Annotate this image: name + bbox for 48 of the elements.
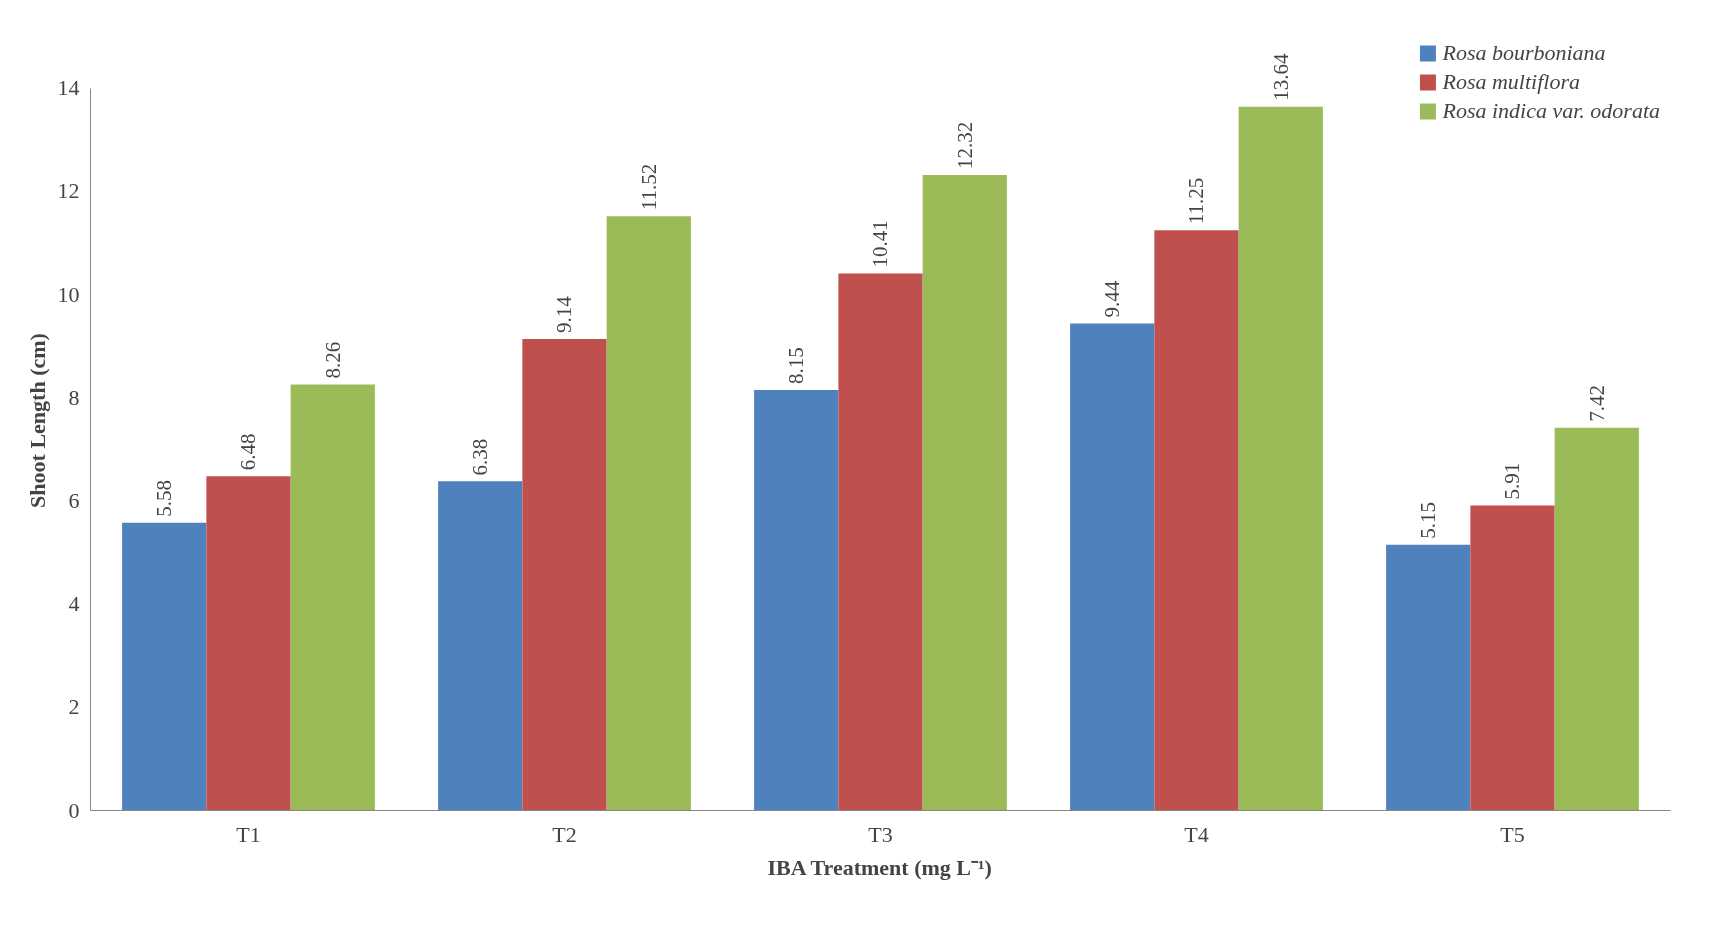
- x-tick-label: T2: [552, 821, 577, 847]
- bar: [838, 273, 923, 811]
- data-label: 9.14: [552, 295, 577, 333]
- bar: [290, 384, 375, 811]
- data-label: 12.32: [952, 121, 977, 169]
- bar: [754, 390, 839, 811]
- bar: [122, 522, 207, 811]
- bar: [922, 174, 1007, 811]
- bar: [1554, 427, 1639, 811]
- legend-label: Rosa multiflora: [1442, 69, 1580, 95]
- y-tick-label: 8: [68, 384, 80, 410]
- data-label: 8.15: [784, 347, 809, 385]
- data-label: 10.41: [868, 220, 893, 268]
- y-tick-label: 0: [68, 797, 80, 823]
- y-tick-label: 6: [68, 487, 80, 513]
- bar: [1238, 106, 1323, 811]
- data-label: 5.91: [1500, 462, 1525, 500]
- y-axis-title: Shoot Length (cm): [24, 333, 50, 508]
- legend-label: Rosa indica var. odorata: [1442, 98, 1660, 124]
- x-tick-label: T5: [1500, 821, 1525, 847]
- y-tick-label: 12: [57, 178, 80, 204]
- x-tick-label: T1: [236, 821, 261, 847]
- x-axis-title: IBA Treatment (mg L⁻¹): [767, 854, 992, 880]
- bar: [206, 476, 291, 811]
- data-label: 11.52: [636, 163, 661, 211]
- bar: [606, 216, 691, 811]
- bar: [438, 481, 523, 811]
- data-label: 11.25: [1184, 177, 1209, 225]
- data-label: 6.48: [236, 433, 261, 471]
- y-tick-label: 4: [68, 591, 80, 617]
- y-tick-label: 14: [57, 75, 80, 101]
- x-tick-label: T4: [1184, 821, 1209, 847]
- data-label: 8.26: [320, 341, 345, 379]
- data-label: 6.38: [468, 438, 493, 476]
- bar: [522, 338, 607, 811]
- data-label: 5.15: [1416, 502, 1441, 539]
- data-label: 9.44: [1100, 280, 1125, 318]
- data-label: 7.42: [1584, 384, 1609, 422]
- bar: [1386, 544, 1471, 811]
- data-label: 5.58: [152, 479, 177, 517]
- bar: [1470, 505, 1555, 811]
- y-tick-label: 2: [68, 694, 80, 720]
- y-tick-label: 10: [57, 281, 80, 307]
- bar: [1154, 230, 1239, 811]
- x-tick-label: T3: [868, 821, 893, 847]
- bar: [1070, 323, 1155, 811]
- data-label: 13.64: [1268, 53, 1293, 101]
- legend-label: Rosa bourboniana: [1442, 40, 1606, 66]
